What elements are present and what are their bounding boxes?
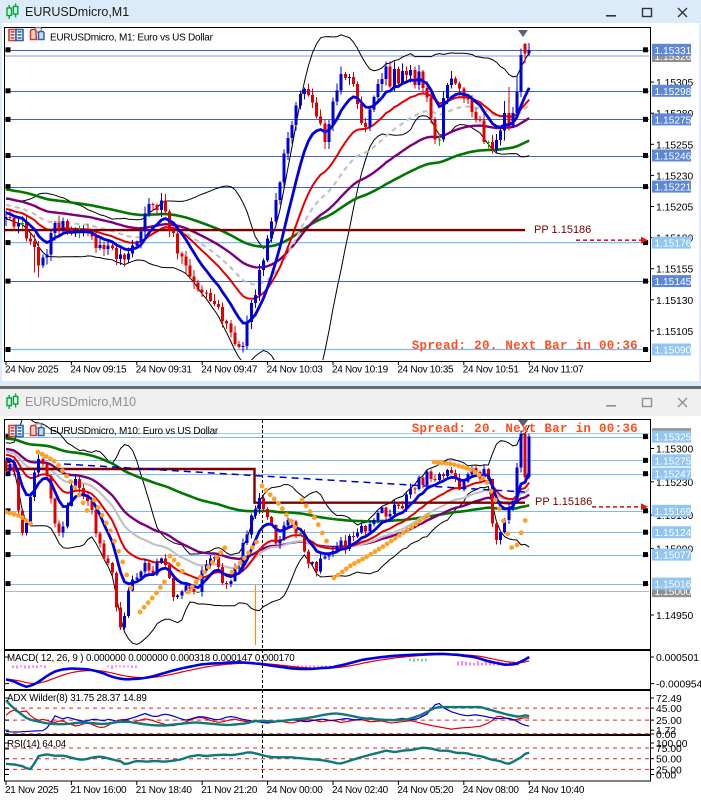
svg-text:72.49: 72.49 bbox=[656, 694, 682, 705]
svg-text:EURUSDmicro, M10: Euro vs US: EURUSDmicro, M10: Euro vs US Dollar bbox=[50, 426, 219, 437]
svg-text:1.15331: 1.15331 bbox=[655, 46, 692, 57]
svg-text:1.15205: 1.15205 bbox=[656, 203, 693, 214]
svg-text:24 Nov 10:40: 24 Nov 10:40 bbox=[528, 785, 585, 796]
svg-text:Spread: 20. Next Bar in 00:36: Spread: 20. Next Bar in 00:36 bbox=[412, 422, 638, 436]
svg-text:24 Nov 08:00: 24 Nov 08:00 bbox=[463, 785, 520, 796]
svg-text:1.15000: 1.15000 bbox=[655, 587, 692, 598]
svg-text:1.15255: 1.15255 bbox=[656, 140, 693, 151]
svg-text:21 Nov 21:20: 21 Nov 21:20 bbox=[201, 785, 258, 796]
svg-text:1.72: 1.72 bbox=[656, 726, 676, 737]
svg-text:45.00: 45.00 bbox=[656, 704, 682, 715]
svg-text:24 Nov 11:07: 24 Nov 11:07 bbox=[528, 365, 584, 376]
svg-text:1.15247: 1.15247 bbox=[655, 470, 692, 481]
svg-text:1.15230: 1.15230 bbox=[656, 478, 693, 489]
svg-text:1.15077: 1.15077 bbox=[655, 551, 692, 562]
svg-text:1.15300: 1.15300 bbox=[656, 445, 693, 456]
svg-text:MACD( 12, 26, 9 ) 0.000000 0.0: MACD( 12, 26, 9 ) 0.000000 0.000000 0.00… bbox=[7, 653, 295, 664]
svg-text:21 Nov 16:00: 21 Nov 16:00 bbox=[70, 785, 127, 796]
svg-text:1.15124: 1.15124 bbox=[655, 528, 692, 539]
svg-text:1.15325: 1.15325 bbox=[655, 433, 692, 444]
svg-text:1.14950: 1.14950 bbox=[656, 611, 693, 622]
svg-text:0.00: 0.00 bbox=[656, 771, 676, 782]
svg-text:1.15246: 1.15246 bbox=[655, 152, 692, 163]
svg-text:1.15016: 1.15016 bbox=[655, 580, 692, 591]
svg-text:PP 1.15186: PP 1.15186 bbox=[534, 224, 591, 236]
svg-text:Spread: 20. Next Bar in 00:36: Spread: 20. Next Bar in 00:36 bbox=[412, 339, 638, 353]
svg-text:1.15105: 1.15105 bbox=[656, 327, 693, 338]
svg-text:100.00: 100.00 bbox=[656, 739, 688, 750]
svg-text:1.15169: 1.15169 bbox=[655, 507, 692, 518]
svg-text:1.15130: 1.15130 bbox=[656, 296, 693, 307]
svg-text:1.15275: 1.15275 bbox=[655, 115, 692, 126]
svg-text:1.15155: 1.15155 bbox=[656, 265, 693, 276]
svg-text:24 Nov 09:31: 24 Nov 09:31 bbox=[136, 365, 193, 376]
svg-text:-0.000954: -0.000954 bbox=[656, 680, 701, 691]
svg-text:25.00: 25.00 bbox=[656, 716, 682, 727]
svg-text:1.15298: 1.15298 bbox=[655, 87, 692, 98]
svg-text:24 Nov 10:03: 24 Nov 10:03 bbox=[267, 365, 324, 376]
svg-text:1.15145: 1.15145 bbox=[655, 277, 692, 288]
svg-text:24 Nov 02:40: 24 Nov 02:40 bbox=[332, 785, 389, 796]
svg-text:RSI(14) 64.04: RSI(14) 64.04 bbox=[7, 739, 67, 750]
svg-text:1.15275: 1.15275 bbox=[655, 456, 692, 467]
svg-text:50.00: 50.00 bbox=[656, 755, 682, 766]
svg-text:0.000501: 0.000501 bbox=[656, 653, 699, 664]
svg-text:1.15090: 1.15090 bbox=[655, 346, 692, 357]
svg-text:ADX Wilder(8) 31.75 28.37 14.8: ADX Wilder(8) 31.75 28.37 14.89 bbox=[7, 693, 147, 704]
svg-text:21 Nov 2025: 21 Nov 2025 bbox=[5, 785, 59, 796]
svg-text:1.15221: 1.15221 bbox=[655, 183, 692, 194]
svg-text:24 Nov 10:35: 24 Nov 10:35 bbox=[397, 365, 454, 376]
svg-text:75.00: 75.00 bbox=[656, 744, 682, 755]
svg-text:24 Nov 05:20: 24 Nov 05:20 bbox=[397, 785, 454, 796]
svg-text:PP 1.15186: PP 1.15186 bbox=[535, 496, 592, 508]
svg-text:24 Nov 09:15: 24 Nov 09:15 bbox=[70, 365, 127, 376]
svg-text:1.15305: 1.15305 bbox=[656, 78, 693, 89]
svg-text:1.15230: 1.15230 bbox=[656, 171, 693, 182]
svg-text:25.00: 25.00 bbox=[656, 765, 682, 776]
svg-text:1.15176: 1.15176 bbox=[655, 239, 692, 250]
svg-text:EURUSDmicro,M10: EURUSDmicro,M10 bbox=[25, 395, 136, 409]
svg-text:24 Nov 2025: 24 Nov 2025 bbox=[5, 365, 59, 376]
svg-text:EURUSDmicro,M1: EURUSDmicro,M1 bbox=[25, 5, 129, 19]
svg-text:21 Nov 18:40: 21 Nov 18:40 bbox=[136, 785, 193, 796]
svg-text:EURUSDmicro, M1: Euro vs US D: EURUSDmicro, M1: Euro vs US Dollar bbox=[50, 33, 214, 44]
svg-text:24 Nov 09:47: 24 Nov 09:47 bbox=[201, 365, 258, 376]
svg-text:0.00: 0.00 bbox=[656, 730, 676, 741]
svg-text:24 Nov 00:00: 24 Nov 00:00 bbox=[267, 785, 324, 796]
svg-text:1.15326: 1.15326 bbox=[655, 52, 692, 63]
svg-text:24 Nov 10:51: 24 Nov 10:51 bbox=[463, 365, 520, 376]
svg-text:24 Nov 10:19: 24 Nov 10:19 bbox=[332, 365, 389, 376]
